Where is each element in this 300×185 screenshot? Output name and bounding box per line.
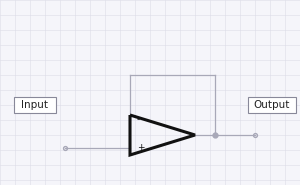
FancyBboxPatch shape — [248, 97, 296, 113]
FancyBboxPatch shape — [14, 97, 56, 113]
Text: Output: Output — [254, 100, 290, 110]
Text: +: + — [137, 144, 145, 152]
Text: Input: Input — [22, 100, 49, 110]
Text: -: - — [137, 115, 140, 125]
